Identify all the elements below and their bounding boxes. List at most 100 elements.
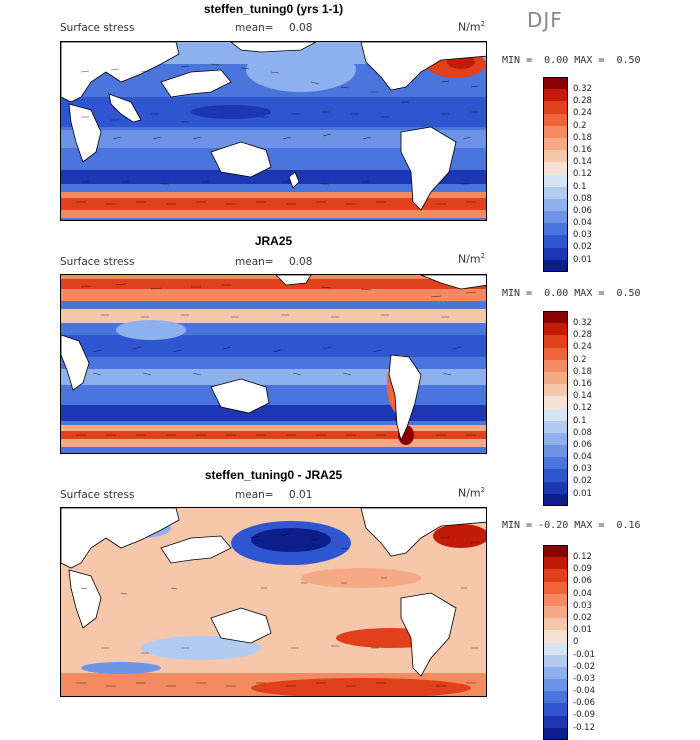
colorbar-level-label: 0.02 bbox=[573, 476, 592, 487]
colorbar-level-label: 0.08 bbox=[573, 193, 592, 204]
colorbar-color bbox=[543, 150, 568, 163]
colorbar-level-label: 0.18 bbox=[573, 132, 592, 143]
colorbar-color bbox=[543, 642, 568, 655]
colorbar-level-label: 0.04 bbox=[573, 588, 592, 599]
colorbar-color bbox=[543, 432, 568, 446]
colorbar-level-label: 0.09 bbox=[573, 564, 592, 575]
colorbar-color bbox=[543, 174, 568, 187]
colorbar-level-label: 0.02 bbox=[573, 242, 592, 253]
panel-3-min-value: -0.20 bbox=[538, 520, 569, 531]
colorbar-color bbox=[543, 557, 568, 570]
colorbar-color bbox=[543, 469, 568, 482]
colorbar-level-label: -0.04 bbox=[573, 686, 595, 697]
colorbar-level-label: 0.32 bbox=[573, 318, 592, 328]
colorbar-level-label: 0.32 bbox=[573, 84, 592, 94]
panel-1-min-label: MIN = bbox=[502, 55, 533, 66]
colorbar-level-label: -0.09 bbox=[573, 710, 595, 721]
panel-2-max-value: 0.50 bbox=[616, 288, 641, 299]
colorbar-color bbox=[543, 335, 568, 348]
colorbar-level-label: 0.2 bbox=[573, 354, 587, 365]
colorbar-color bbox=[543, 162, 568, 175]
colorbar-color bbox=[543, 715, 568, 728]
panel-2-min-value: 0.00 bbox=[544, 288, 569, 299]
colorbar-level-label: -0.02 bbox=[573, 661, 595, 672]
colorbar-level-label: 0 bbox=[573, 637, 579, 648]
colorbar-color bbox=[543, 618, 568, 631]
colorbar-color bbox=[543, 371, 568, 385]
colorbar-level-label: -0.06 bbox=[573, 698, 595, 709]
panel-1-mean-label: mean= bbox=[235, 22, 274, 34]
panel-2-variable: Surface stress bbox=[60, 256, 135, 268]
colorbar-color bbox=[543, 605, 568, 619]
colorbar-level-label: 0.12 bbox=[573, 403, 592, 414]
panel-3-min-label: MIN = bbox=[502, 520, 533, 531]
colorbar-level-label: 0.16 bbox=[573, 144, 592, 155]
colorbar-color bbox=[543, 545, 568, 558]
season-label: DJF bbox=[527, 8, 563, 32]
colorbar-level-label: 0.01 bbox=[573, 254, 592, 265]
colorbar-color bbox=[543, 654, 568, 667]
colorbar-color bbox=[543, 691, 568, 704]
colorbar-color bbox=[543, 396, 568, 409]
colorbar-color bbox=[543, 235, 568, 248]
colorbar-color bbox=[543, 420, 568, 433]
colorbar-color bbox=[543, 408, 568, 421]
panel-3-map bbox=[60, 507, 487, 697]
colorbar-level-label: 0.01 bbox=[573, 625, 592, 636]
colorbar-color bbox=[543, 347, 568, 360]
colorbar-color bbox=[543, 113, 568, 126]
panel-1-variable: Surface stress bbox=[60, 22, 135, 34]
panel-3-max-value: 0.16 bbox=[616, 520, 641, 531]
colorbar-color bbox=[543, 125, 568, 138]
colorbar-level-label: 0.24 bbox=[573, 108, 592, 119]
colorbar-level-label: 0.28 bbox=[573, 330, 592, 341]
colorbar-color bbox=[543, 247, 568, 260]
panel-1-mean-value: 0.08 bbox=[289, 22, 313, 34]
panel-1-title: steffen_tuning0 (yrs 1-1) bbox=[203, 2, 344, 16]
colorbar-color bbox=[543, 581, 568, 594]
panel-1-min-value: 0.00 bbox=[544, 55, 569, 66]
panel-3-variable: Surface stress bbox=[60, 489, 135, 501]
panel-2-minmax: MIN = 0.00 MAX = 0.50 bbox=[502, 288, 641, 299]
colorbar-color bbox=[543, 384, 568, 397]
panel-1-minmax: MIN = 0.00 MAX = 0.50 bbox=[502, 55, 641, 66]
panel-2-mean-label: mean= bbox=[235, 256, 274, 268]
colorbar-level-label: 0.02 bbox=[573, 612, 592, 623]
panel-2-max-label: MAX = bbox=[574, 288, 605, 299]
panel-3-units: N/m2 bbox=[458, 486, 486, 500]
colorbar-level-label: 0.08 bbox=[573, 427, 592, 438]
colorbar-level-label: 0.1 bbox=[573, 181, 587, 192]
colorbar-level-label: 0.12 bbox=[573, 552, 592, 562]
colorbar-level-label: 0.18 bbox=[573, 366, 592, 377]
colorbar-color bbox=[543, 703, 568, 716]
colorbar-color bbox=[543, 323, 568, 336]
panel-3-mean-label: mean= bbox=[235, 489, 274, 501]
colorbar-color bbox=[543, 186, 568, 199]
colorbar-level-label: 0.2 bbox=[573, 120, 587, 131]
colorbar-level-label: 0.16 bbox=[573, 378, 592, 389]
colorbar-level-label: 0.01 bbox=[573, 488, 592, 499]
colorbar-color bbox=[543, 630, 568, 643]
colorbar-color bbox=[543, 727, 568, 740]
panel-2-units: N/m2 bbox=[458, 252, 486, 266]
colorbar-color bbox=[543, 211, 568, 224]
colorbar-level-label: 0.14 bbox=[573, 157, 592, 168]
colorbar-color bbox=[543, 666, 568, 680]
colorbar-level-label: 0.06 bbox=[573, 205, 592, 216]
colorbar-color bbox=[543, 137, 568, 151]
colorbar-color bbox=[543, 223, 568, 236]
colorbar-color bbox=[543, 679, 568, 692]
panel-3-title: steffen_tuning0 - JRA25 bbox=[204, 468, 343, 482]
colorbar-color bbox=[543, 259, 568, 272]
panel-2-mean-value: 0.08 bbox=[289, 256, 313, 268]
colorbar-level-label: 0.06 bbox=[573, 576, 592, 587]
colorbar-level-label: 0.03 bbox=[573, 600, 592, 611]
panel-3-max-label: MAX = bbox=[574, 520, 605, 531]
colorbar-color bbox=[543, 481, 568, 494]
colorbar-level-label: 0.28 bbox=[573, 96, 592, 107]
colorbar-level-label: 0.12 bbox=[573, 169, 592, 180]
panel-1-map bbox=[60, 41, 487, 221]
panel-1-units: N/m2 bbox=[458, 20, 486, 34]
panel-2-map bbox=[60, 274, 487, 454]
colorbar-color bbox=[543, 311, 568, 324]
